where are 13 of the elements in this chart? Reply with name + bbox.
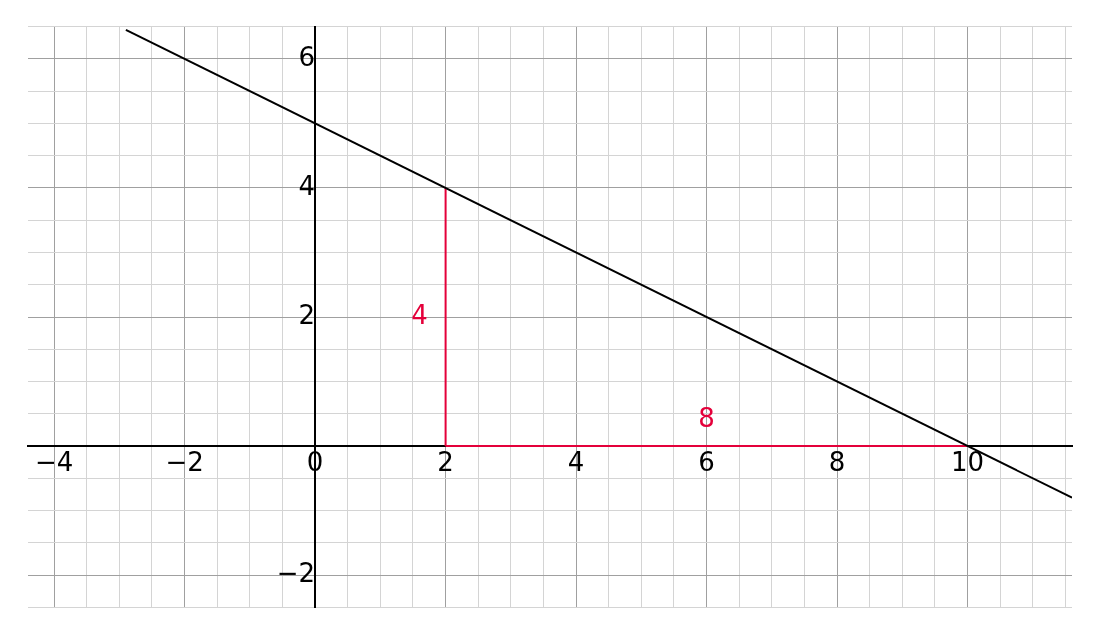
x-tick-label: 4 — [567, 447, 585, 478]
annotation: 4 — [411, 299, 428, 330]
y-tick-label: 6 — [298, 41, 316, 72]
y-tick-label: 2 — [298, 299, 316, 330]
annotation: 8 — [698, 402, 715, 433]
y-tick-label: −2 — [276, 557, 316, 588]
x-tick-label: 2 — [437, 447, 454, 478]
y-tick-label: 4 — [298, 170, 316, 201]
x-tick-label: 6 — [698, 447, 715, 478]
x-tick-label: 10 — [951, 447, 985, 478]
x-tick-label: 8 — [828, 447, 846, 478]
x-tick-label: −4 — [34, 447, 74, 478]
x-tick-label: −2 — [165, 447, 204, 478]
